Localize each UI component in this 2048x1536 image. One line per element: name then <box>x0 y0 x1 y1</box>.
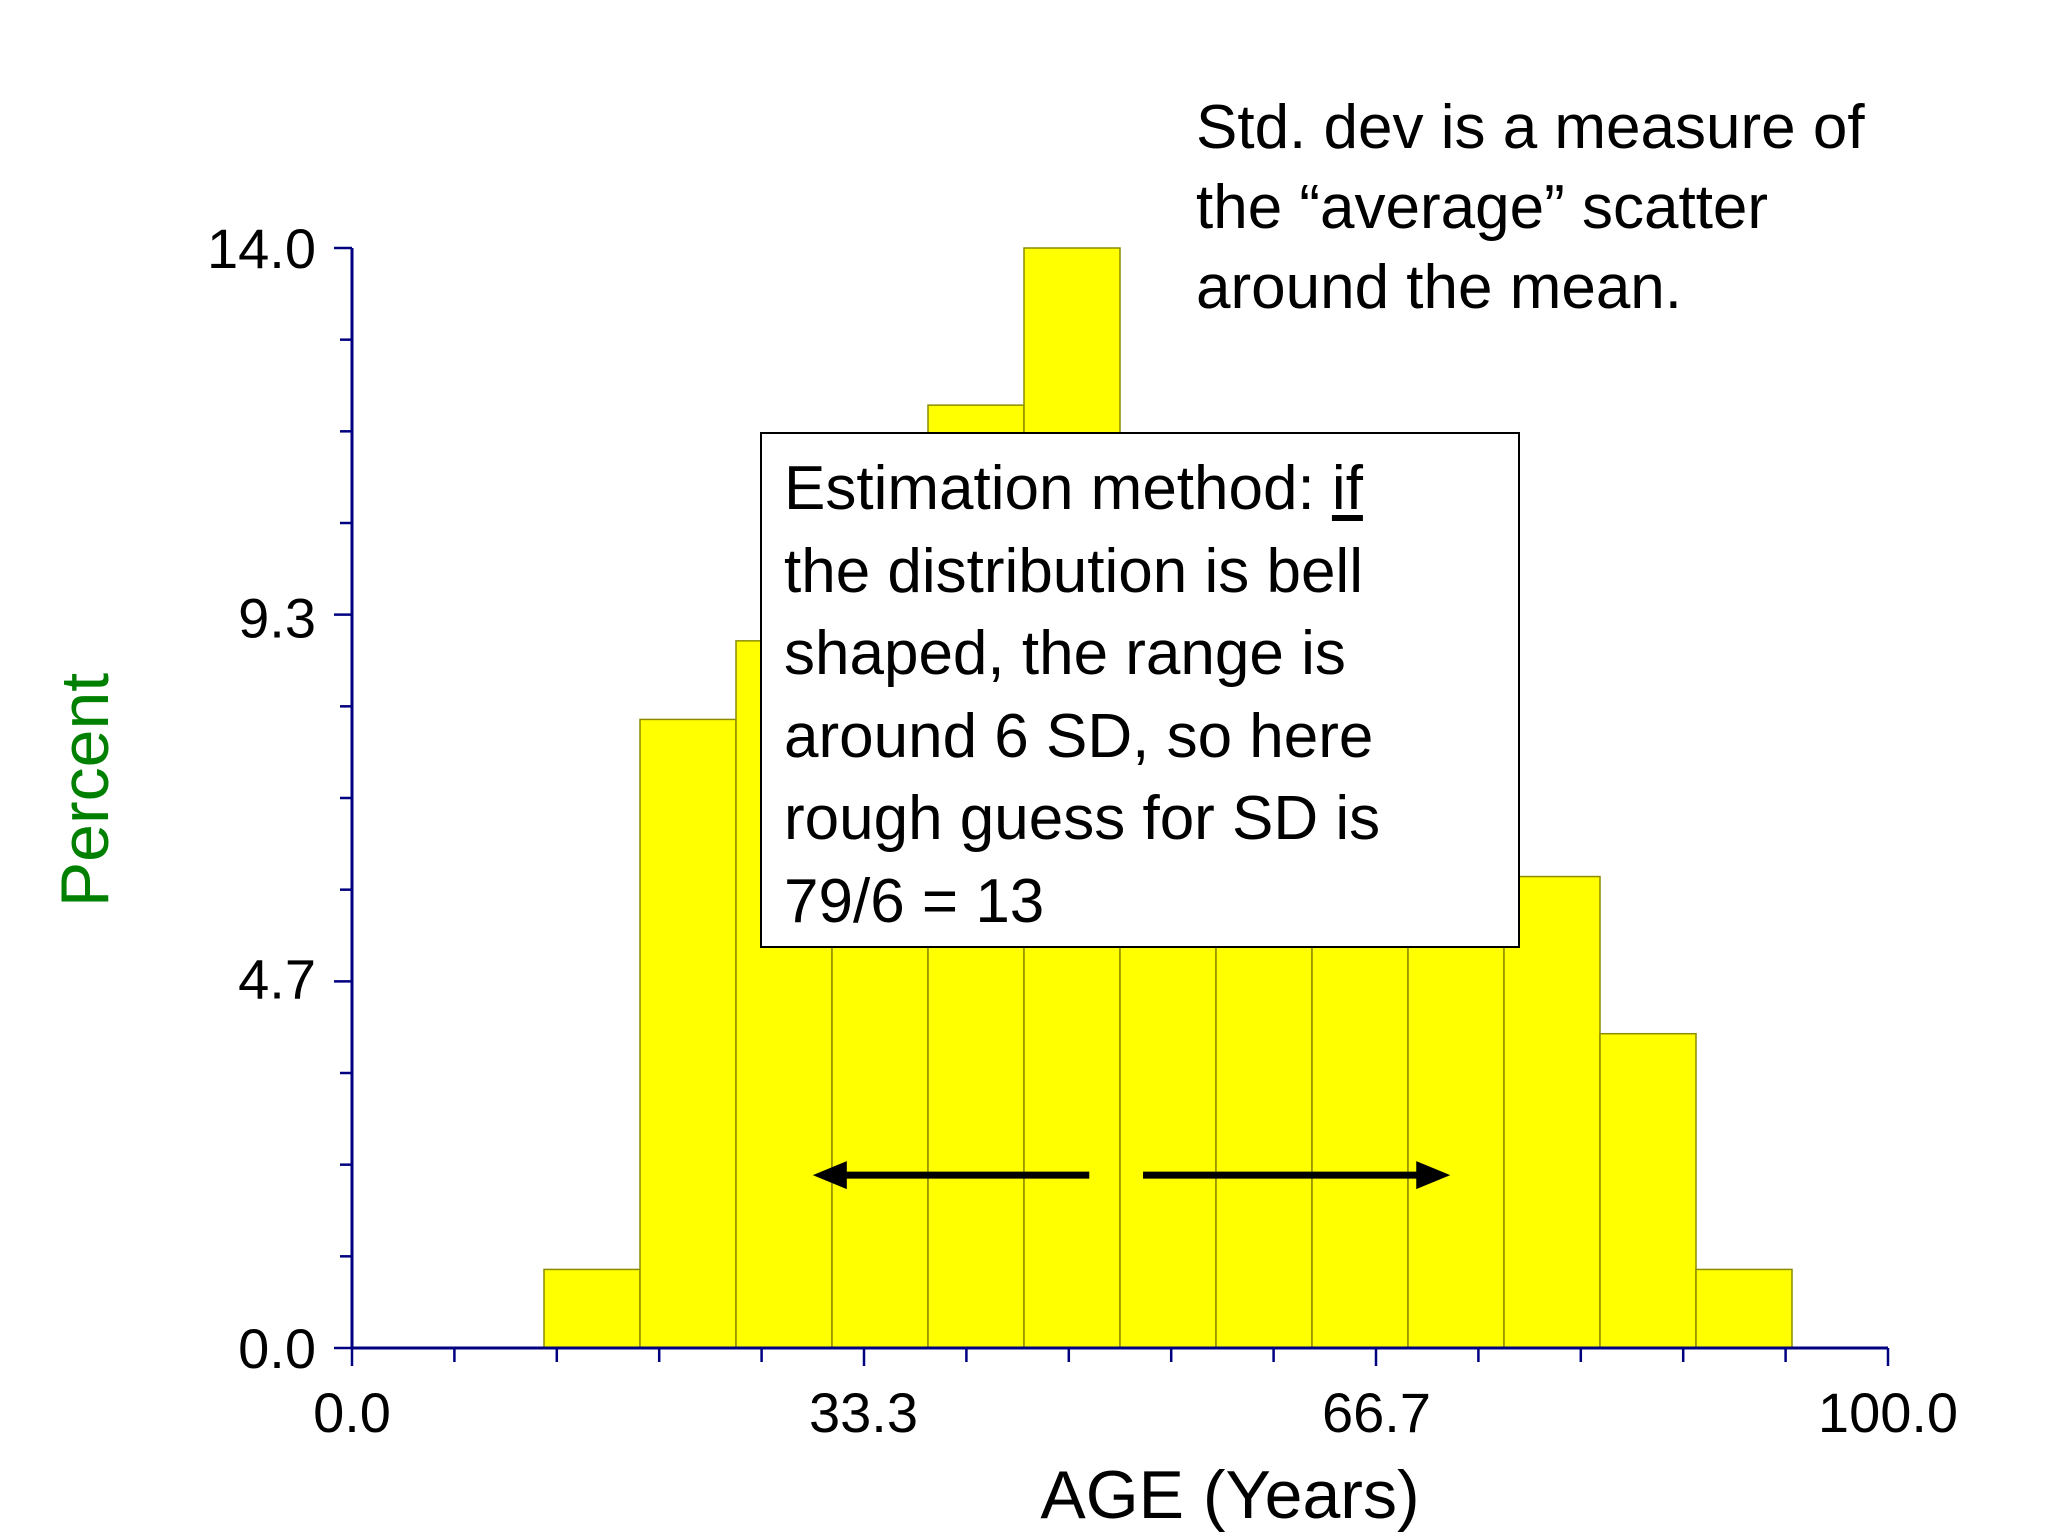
y-tick-label: 14.0 <box>207 217 316 280</box>
box-line-6: 79/6 = 13 <box>784 866 1045 936</box>
x-axis-title: AGE (Years) <box>1040 1457 1419 1533</box>
box-line-1-prefix: Estimation method: <box>784 454 1332 523</box>
note-line-3: around the mean. <box>1196 253 1683 322</box>
histogram-bar-12 <box>1599 1032 1697 1349</box>
y-axis-title: Percent <box>47 673 123 907</box>
axes <box>334 246 1890 1366</box>
note-line-2: the “average” scatter <box>1196 173 1769 242</box>
box-line-1-underlined: if <box>1331 454 1363 523</box>
histogram-bar-1 <box>543 1268 641 1349</box>
y-tick-label: 4.7 <box>238 948 316 1011</box>
x-tick-label: 33.3 <box>809 1381 918 1444</box>
box-line-2: the distribution is bell <box>784 536 1363 606</box>
x-tick-label: 66.7 <box>1322 1381 1431 1444</box>
range-arrows <box>812 1161 1451 1190</box>
box-line-5: rough guess for SD is <box>784 784 1381 853</box>
box-line-3: shaped, the range is <box>784 619 1346 688</box>
x-tick-label: 0.0 <box>313 1381 391 1444</box>
note-line-1: Std. dev is a measure of <box>1196 93 1865 162</box>
histogram-bar-2 <box>639 718 737 1349</box>
arrow-head-2 <box>1416 1161 1451 1190</box>
y-tick-label: 0.0 <box>238 1317 316 1380</box>
estimation-method-box: Estimation method: if the distribution i… <box>760 432 1520 948</box>
std-dev-note: Std. dev is a measure of the “average” s… <box>1196 88 1996 328</box>
histogram-bar-13 <box>1695 1268 1793 1349</box>
box-line-4: around 6 SD, so here <box>784 701 1374 771</box>
arrow-head-1 <box>812 1161 847 1190</box>
tick-labels: 0.0 4.7 9.3 14.0 0.0 33.3 66.7 100.0 <box>207 217 1958 1444</box>
box-line-1: Estimation method: if <box>784 448 1518 531</box>
y-tick-label: 9.3 <box>238 586 316 649</box>
x-tick-label: 100.0 <box>1818 1381 1958 1444</box>
